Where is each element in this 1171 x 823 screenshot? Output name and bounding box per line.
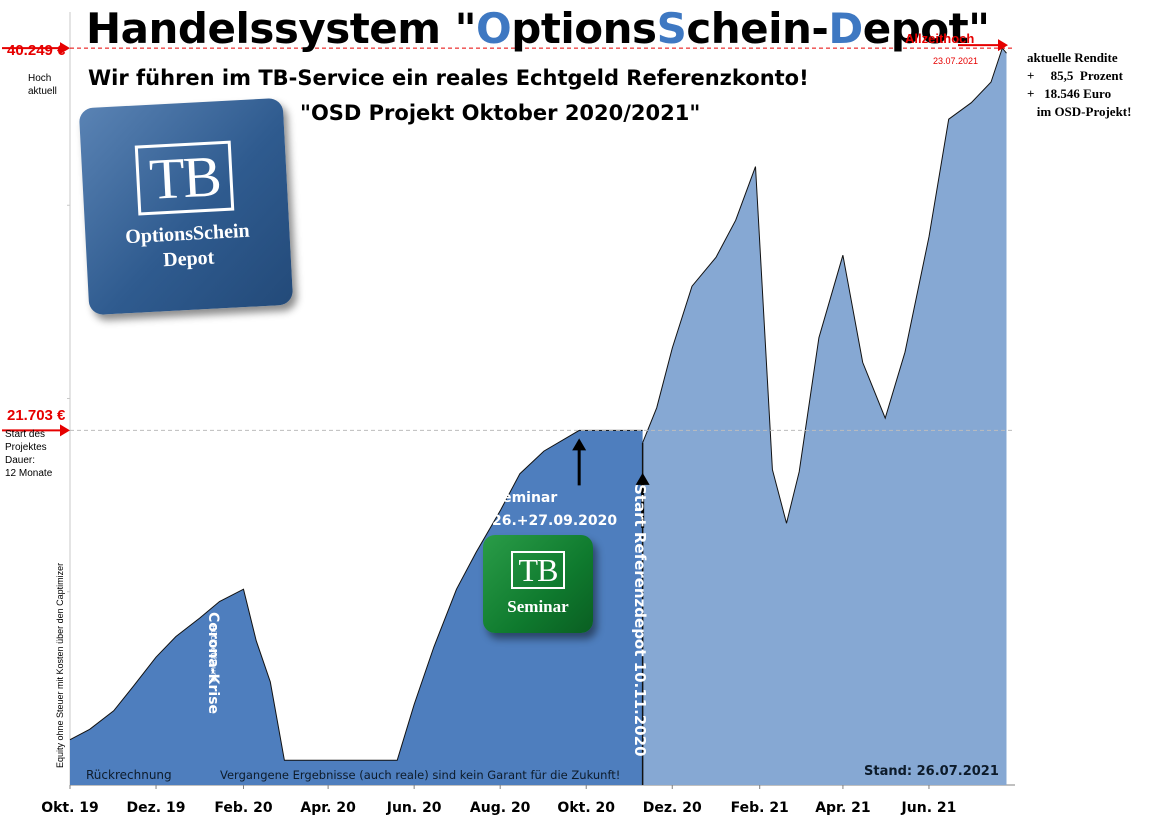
x-tick-label: Dez. 19 xyxy=(127,800,186,816)
series-area-rueckrechnung xyxy=(70,430,643,785)
start-referenzdepot-label: Start Referenzdepot 10.11.2020 xyxy=(631,484,649,757)
x-tick-label: Apr. 20 xyxy=(300,800,356,816)
reference-arrow-head xyxy=(60,424,70,437)
optionsschein-depot-logo: TB OptionsSchein Depot xyxy=(78,97,294,316)
seminar-date: 26.+27.09.2020 xyxy=(492,513,618,529)
seminar-label: Seminar xyxy=(492,490,558,506)
x-tick-label: Aug. 20 xyxy=(470,800,531,816)
start-referenzdepot-arrow-head xyxy=(635,472,650,485)
x-tick-label: Jun. 21 xyxy=(901,800,957,816)
start-caption: Start des Projektes Dauer: 12 Monate xyxy=(5,429,53,479)
x-tick-label: Feb. 21 xyxy=(731,800,789,816)
x-tick-label: Apr. 21 xyxy=(815,800,870,816)
high-value-label: 40.249 € xyxy=(7,42,66,59)
x-tick-label: Dez. 20 xyxy=(643,800,702,816)
seminar-logo: TB Seminar xyxy=(483,535,593,633)
chart-title: Handelssystem "OptionsSchein-Depot" xyxy=(86,4,990,53)
series-line-rueckrechnung xyxy=(69,429,643,761)
allzeithoch-arrow-head xyxy=(998,39,1008,52)
corona-sub-label: Rückrechnung xyxy=(209,625,218,683)
seminar-logo-mark: TB xyxy=(510,551,566,589)
start-value-label: 21.703 € xyxy=(7,407,66,424)
rendite-box: aktuelle Rendite + 85,5 Prozent + 18.546… xyxy=(1027,50,1132,119)
tb-logo-mark: TB xyxy=(134,140,235,216)
tb-logo-line2: Depot xyxy=(162,246,215,271)
allzeithoch-date: 23.07.2021 xyxy=(933,56,979,66)
seminar-arrow-head xyxy=(572,438,587,451)
x-tick-label: Jun. 20 xyxy=(386,800,442,816)
tech-ruecksetzer-label: Tech-Rücksetzer xyxy=(765,276,779,374)
series-line-referenzdepot xyxy=(642,47,1007,524)
subtitle-echtgeld: Wir führen im TB-Service ein reales Echt… xyxy=(88,66,809,90)
disclaimer-text: Vergangene Ergebnisse (auch reale) sind … xyxy=(220,768,621,782)
tb-logo-line1: OptionsSchein xyxy=(124,219,251,248)
y-axis-label: Equity ohne Steuer mit Kosten über den C… xyxy=(55,562,65,768)
rueckrechnung-label: Rückrechnung xyxy=(86,768,172,782)
allzeithoch-label: Allzeithoch xyxy=(905,31,975,46)
x-tick-label: Okt. 20 xyxy=(557,800,615,816)
series-area-referenzdepot xyxy=(642,48,1007,786)
seminar-logo-text: Seminar xyxy=(507,597,569,616)
high-caption: Hoch aktuell xyxy=(28,73,57,97)
x-tick-label: Feb. 20 xyxy=(214,800,272,816)
subtitle-projekt: "OSD Projekt Oktober 2020/2021" xyxy=(300,101,701,125)
reference-arrow-head xyxy=(60,42,70,55)
stand-label: Stand: 26.07.2021 xyxy=(864,764,999,779)
x-tick-label: Okt. 19 xyxy=(41,800,99,816)
